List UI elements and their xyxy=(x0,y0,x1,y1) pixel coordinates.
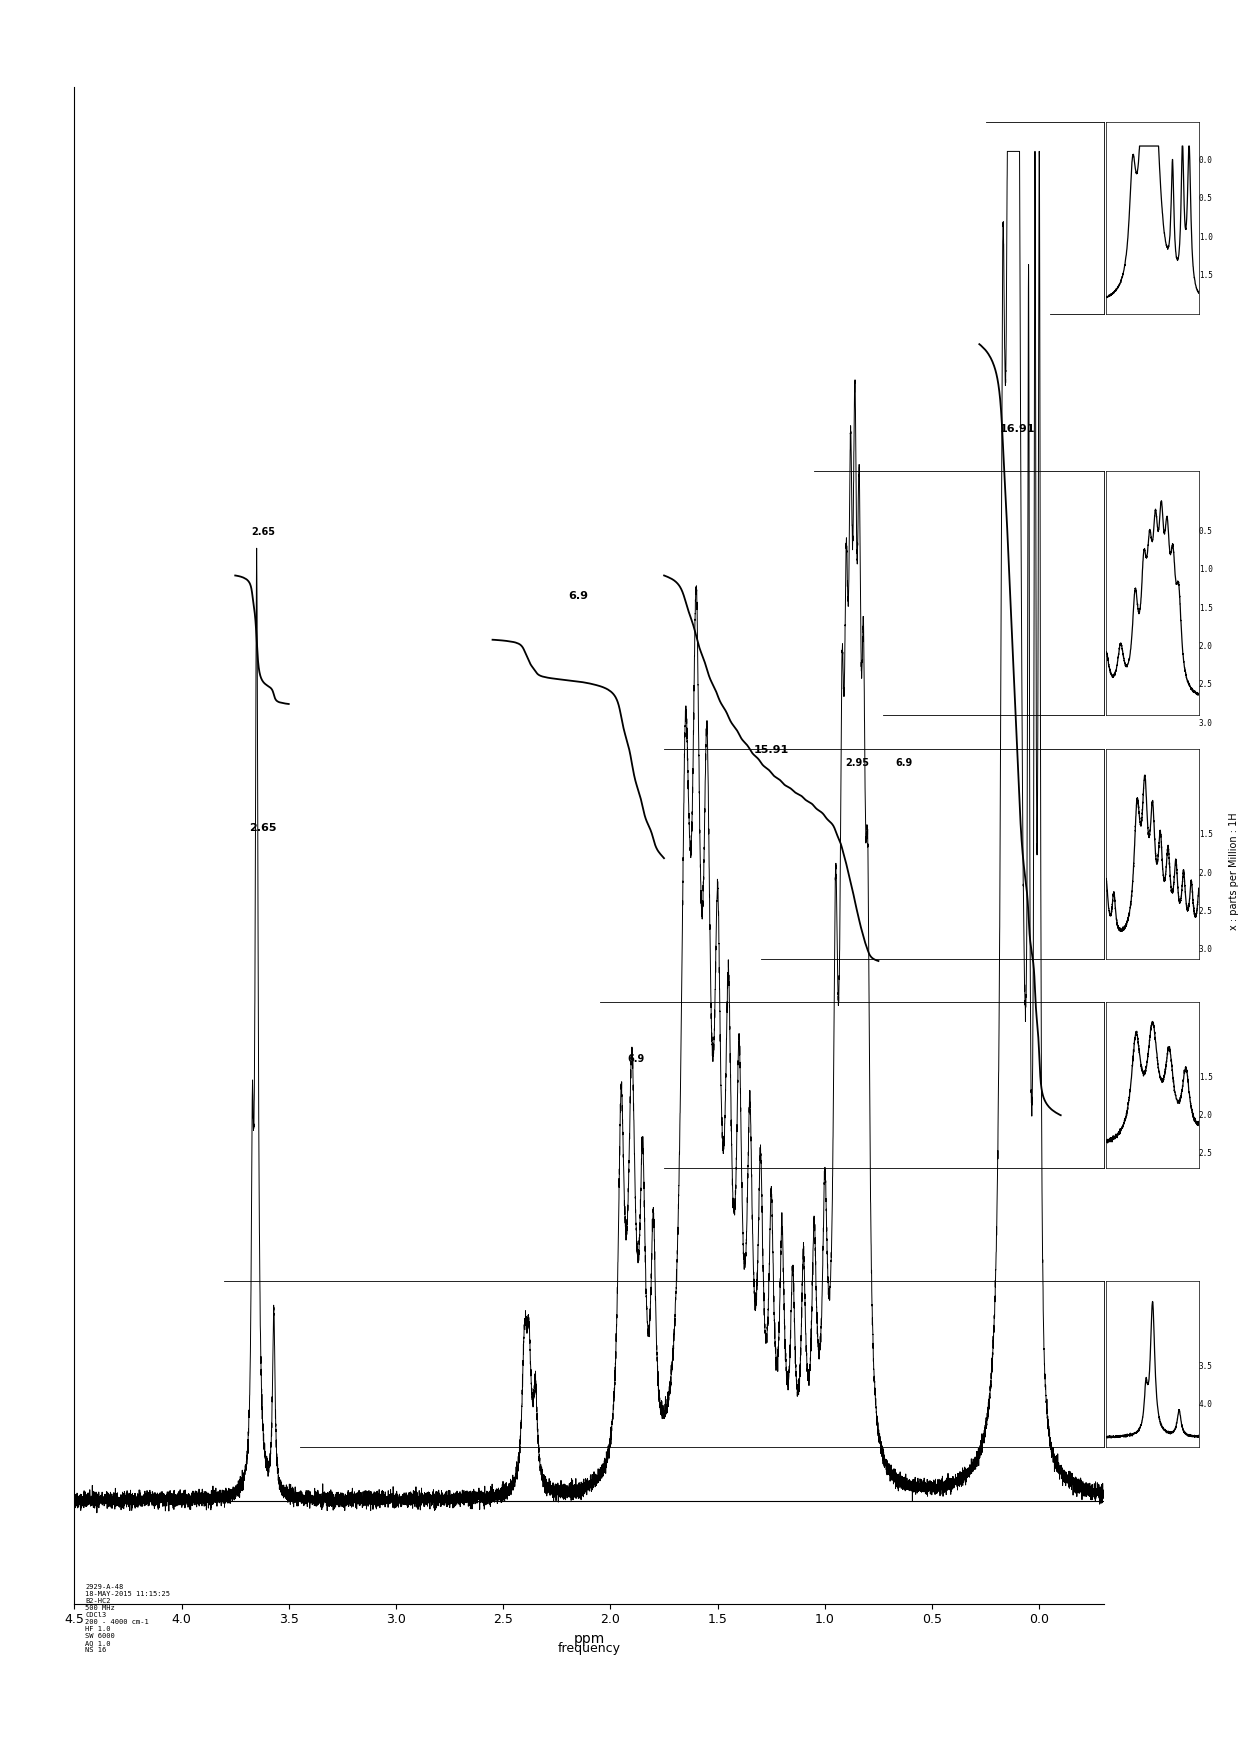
Text: 1.5: 1.5 xyxy=(1199,830,1213,840)
Text: 2929-A-48
18-MAY-2015 11:15:25
B2-HC2
500 MHz
CDCl3
200 - 4000 cm-1
HF 1.0
SW 60: 2929-A-48 18-MAY-2015 11:15:25 B2-HC2 50… xyxy=(86,1584,170,1654)
Text: 3.0: 3.0 xyxy=(1199,945,1213,955)
Text: 3.0: 3.0 xyxy=(1199,718,1213,729)
Text: 1.0: 1.0 xyxy=(1199,232,1213,242)
Text: 1.5: 1.5 xyxy=(1199,603,1213,614)
Text: 16.91: 16.91 xyxy=(1001,424,1035,434)
Text: 1.5: 1.5 xyxy=(1199,1072,1213,1082)
Text: 6.9: 6.9 xyxy=(895,758,913,769)
Text: 2.65: 2.65 xyxy=(249,823,277,833)
Text: 2.5: 2.5 xyxy=(1199,680,1213,690)
Text: 2.95: 2.95 xyxy=(844,758,869,769)
Text: 0.5: 0.5 xyxy=(1199,526,1213,537)
Text: frequency: frequency xyxy=(558,1642,620,1656)
Text: 2.65: 2.65 xyxy=(250,526,275,537)
Text: 2.5: 2.5 xyxy=(1199,906,1213,917)
Text: 0.0: 0.0 xyxy=(1199,155,1213,166)
Text: 1.0: 1.0 xyxy=(1199,565,1213,575)
Text: 2.0: 2.0 xyxy=(1199,868,1213,878)
Text: 15.91: 15.91 xyxy=(754,746,789,755)
Text: 2.0: 2.0 xyxy=(1199,641,1213,652)
Text: 2.0: 2.0 xyxy=(1199,1110,1213,1121)
Text: 4.0: 4.0 xyxy=(1199,1400,1213,1410)
Text: 1.5: 1.5 xyxy=(1199,270,1213,281)
Text: 6.9: 6.9 xyxy=(568,591,588,601)
Text: 6.9: 6.9 xyxy=(627,1055,645,1063)
X-axis label: ppm: ppm xyxy=(573,1631,605,1645)
Text: 0.5: 0.5 xyxy=(1199,193,1213,204)
Text: 3.5: 3.5 xyxy=(1199,1361,1213,1372)
Text: x : parts per Million : 1H: x : parts per Million : 1H xyxy=(1229,812,1239,931)
Text: 2.5: 2.5 xyxy=(1199,1149,1213,1159)
